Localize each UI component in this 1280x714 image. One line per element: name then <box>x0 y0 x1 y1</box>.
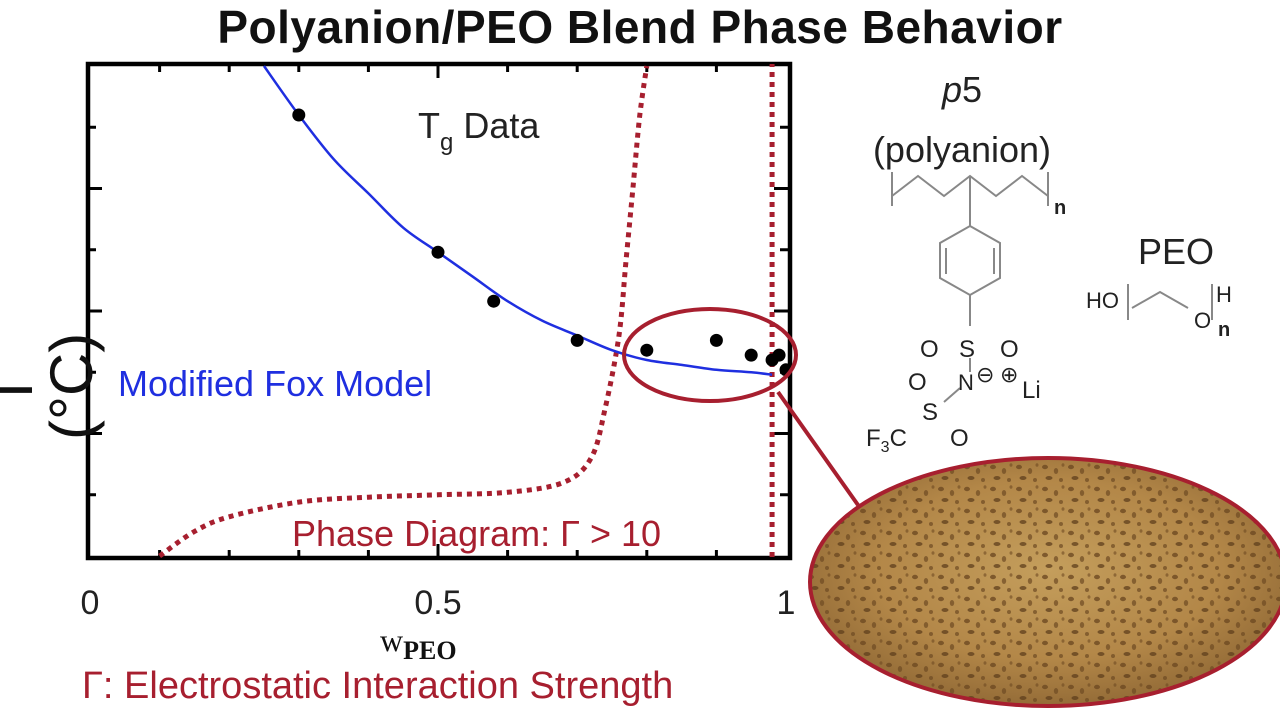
lithium-atom: Li <box>1022 377 1041 404</box>
tick-marks <box>88 64 788 558</box>
lower-o1: O <box>908 369 927 396</box>
connector-line <box>776 390 860 507</box>
peo-h: H <box>1216 282 1232 307</box>
tg-data-point <box>709 333 723 347</box>
x-tick-label: 0 <box>81 584 100 622</box>
tg-data-label: Tg Data <box>418 105 540 156</box>
fox-model-curve <box>262 65 773 376</box>
tg-data-point <box>744 348 758 362</box>
sulfonyl-s: S <box>959 336 975 363</box>
micrograph-image <box>808 456 1280 708</box>
highlight-ellipse <box>622 307 798 403</box>
lower-s: S <box>922 399 938 426</box>
fox-model-label: Modified Fox Model <box>118 363 432 404</box>
tg-data-point <box>292 108 306 122</box>
polyanion-label: p5 <box>941 69 982 110</box>
peo-name: PEO <box>1138 231 1214 272</box>
x-tick-label: 1 <box>777 584 796 622</box>
tg-data-point <box>640 343 654 357</box>
sulfonyl-right-o: O <box>1000 336 1019 363</box>
tg-data-point <box>487 294 501 308</box>
repeat-n-polyanion: n <box>1054 197 1066 219</box>
cf3-group: F3C <box>866 425 907 456</box>
phase-diagram-curve <box>158 65 650 558</box>
x-tick-label: 0.5 <box>414 584 461 622</box>
peo-bonds <box>1127 284 1213 320</box>
lower-o2: O <box>950 425 969 452</box>
tg-data-point <box>570 333 584 347</box>
phase-diagram-label: Phase Diagram: Γ > 10 <box>292 513 661 554</box>
peo-ho: HO <box>1086 288 1119 313</box>
polyanion-name: (polyanion) <box>873 129 1051 170</box>
chart-title: Polyanion/PEO Blend Phase Behavior <box>217 1 1063 53</box>
peo-o: O <box>1194 308 1211 333</box>
peo-repeat-n: n <box>1218 319 1230 341</box>
y-axis-label: T (°C) <box>0 332 105 440</box>
footnote: Γ: Electrostatic Interaction Strength <box>82 665 674 707</box>
tg-data-points <box>292 108 790 377</box>
x-axis-label: wPEO <box>380 622 457 665</box>
x-tick-labels: 0 0.5 1 <box>81 584 796 622</box>
polyanion-structure <box>891 172 1049 420</box>
minus-charge: ⊖ <box>976 362 994 387</box>
plus-charge: ⊕ <box>1000 362 1018 387</box>
sulfonyl-left-o: O <box>920 336 939 363</box>
nitrogen-atom: N <box>958 370 974 395</box>
tg-data-point <box>431 245 445 259</box>
tg-data-point <box>772 348 786 362</box>
